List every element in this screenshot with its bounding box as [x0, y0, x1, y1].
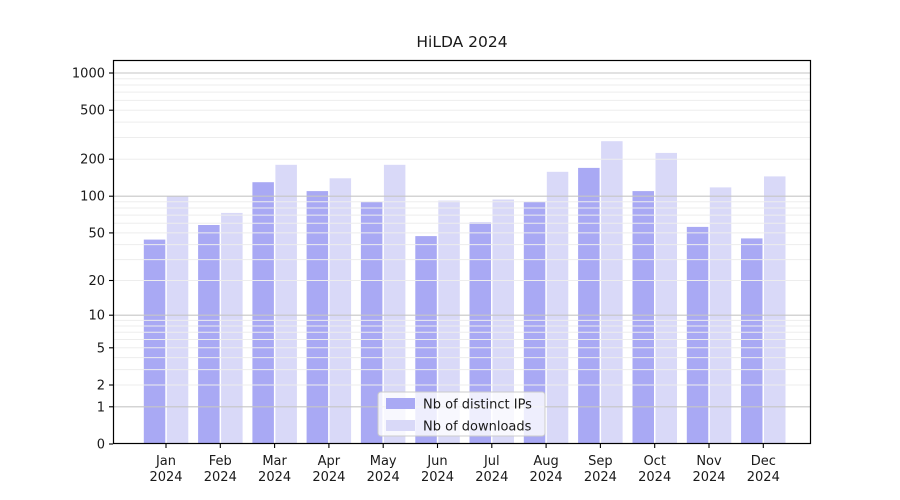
x-tick-label-month: Dec: [751, 454, 776, 469]
bar-ips-apr: [306, 191, 329, 444]
y-tick-label: 10: [88, 309, 105, 324]
x-tick-label-month: Feb: [209, 454, 232, 469]
y-tick-label: 200: [80, 153, 105, 168]
bar-ips-mar: [252, 182, 274, 444]
x-tick-label-year: 2024: [584, 470, 617, 485]
bar-ips-nov: [686, 226, 709, 444]
y-tick-label: 2: [97, 379, 105, 394]
x-tick-label-year: 2024: [692, 470, 725, 485]
bar-downloads-jun: [438, 200, 460, 444]
x-tick-label-year: 2024: [367, 470, 400, 485]
bar-downloads-aug: [546, 171, 569, 445]
y-tick-label: 20: [88, 274, 105, 289]
gridlines-layer: [113, 72, 811, 408]
bar-ips-sep: [578, 167, 600, 444]
x-tick-label-month: Aug: [533, 454, 558, 469]
bar-ips-jan: [143, 239, 166, 444]
y-tick-label: 0: [97, 438, 105, 453]
x-tick-label-year: 2024: [149, 470, 182, 485]
bar-downloads-oct: [655, 152, 677, 444]
x-tick-label-year: 2024: [258, 470, 291, 485]
x-tick-label-year: 2024: [421, 470, 454, 485]
bar-ips-dec: [741, 238, 763, 444]
x-tick-label-year: 2024: [312, 470, 345, 485]
x-tick-label-year: 2024: [204, 470, 237, 485]
bar-ips-feb: [198, 225, 220, 444]
bar-ips-jul: [469, 222, 491, 444]
legend-label: Nb of distinct IPs: [423, 398, 532, 413]
legend-swatch: [386, 420, 415, 431]
bar-downloads-may: [383, 164, 406, 445]
x-tick-label-month: Apr: [318, 454, 341, 469]
x-tick-label-month: Jan: [155, 454, 176, 469]
legend-label: Nb of downloads: [423, 420, 532, 435]
y-tick-label: 1: [97, 400, 105, 415]
y-tick-label: 1000: [72, 67, 105, 82]
bar-downloads-dec: [764, 176, 786, 444]
bar-downloads-sep: [601, 141, 623, 444]
plot-border: [112, 59, 812, 445]
bar-ips-oct: [632, 191, 654, 444]
bar-ips-aug: [523, 201, 546, 444]
x-tick-label-month: Jun: [426, 454, 447, 469]
bar-downloads-apr: [329, 178, 352, 445]
x-tick-label-year: 2024: [638, 470, 671, 485]
x-tick-label-month: May: [370, 454, 397, 469]
x-tick-label-month: Mar: [262, 454, 287, 469]
legend: Nb of distinct IPs Nb of downloads: [377, 391, 546, 437]
y-tick-label: 5: [97, 341, 105, 356]
chart-title: HiLDA 2024: [416, 33, 507, 51]
x-tick-label-month: Jul: [483, 454, 500, 469]
x-tick-label-year: 2024: [475, 470, 508, 485]
x-tick-label-year: 2024: [530, 470, 563, 485]
y-tick-label: 100: [80, 190, 105, 205]
legend-swatch: [386, 398, 415, 409]
legend-box: [377, 391, 546, 437]
x-tick-label-year: 2024: [747, 470, 780, 485]
bars-layer: [143, 141, 786, 445]
x-tick-label-month: Oct: [643, 454, 665, 469]
bar-downloads-jul: [492, 199, 514, 444]
y-tick-label: 50: [88, 226, 105, 241]
x-tick-label-month: Sep: [588, 454, 613, 469]
bar-downloads-feb: [221, 212, 243, 444]
bar-downloads-mar: [275, 164, 297, 445]
bar-ips-may: [360, 201, 383, 444]
y-tick-label: 500: [80, 104, 105, 119]
x-tick-label-month: Nov: [696, 454, 722, 469]
axes-layer: 10005002001005020105210Jan2024Feb2024Mar…: [72, 59, 812, 485]
